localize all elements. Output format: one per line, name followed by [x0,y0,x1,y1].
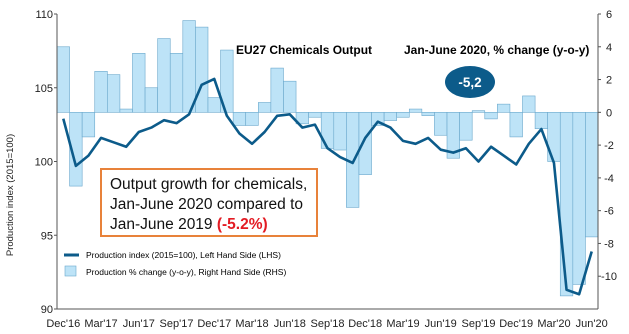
bar-Feb'20 [534,112,548,130]
chart-title: EU27 Chemicals Output [236,43,372,57]
bar-Apr'18 [257,102,272,113]
bar-May'18 [270,67,284,113]
x-tick-label: Dec'18 [348,318,382,330]
right-tick-label: -6 [604,206,614,218]
bar-Jun'18 [283,80,297,113]
x-tick-label: Sep'19 [462,318,496,330]
bar-Nov'19 [497,103,511,113]
annotation-line-3-text: Jan-June 2019 [110,216,217,233]
x-tick-label: Mar'17 [84,318,117,330]
bar-Oct'17 [182,20,196,113]
bar-May'17 [119,108,133,113]
bar-Sep'18 [320,112,335,149]
legend: Production index (2015=100), Left Hand S… [64,250,286,277]
right-tick-label: -4 [604,173,614,185]
legend-entry-change: Production % change (y-o-y), Right Hand … [86,267,286,277]
bar-Mar'18 [245,112,259,126]
bar-Aug'17 [157,38,171,113]
annotation-box: Output growth for chemicals, Jan-June 20… [100,168,318,237]
bar-Dec'16 [56,46,70,113]
right-tick-label: 6 [606,9,612,21]
legend-entry-index: Production index (2015=100), Left Hand S… [86,250,281,260]
bar-Jul'18 [295,112,309,125]
tick-labels: 110 105 100 95 90 6 4 2 0 -2 -4 -6 -8 -10 Dec'16 Mar'17… [35,9,617,330]
bar-Sep'19 [471,110,486,113]
x-tick-label: Mar'19 [386,318,419,330]
right-tick-label: 0 [606,107,612,119]
bar-Dec'18 [358,112,372,175]
bar-Apr'20 [559,112,574,297]
bar-May'20 [572,112,586,285]
right-tick-label: 4 [606,42,612,54]
x-tick-label: Jun'20 [576,318,608,330]
annotation-line-2: Jan-June 2020 compared to [110,196,304,213]
x-tick-label: Dec'19 [499,318,533,330]
bar-Sep'17 [169,53,184,113]
bar-Jun'17 [132,53,146,113]
badge-value: -5,2 [458,75,481,90]
bar-Feb'17 [81,112,96,138]
left-tick-label: 110 [35,9,53,21]
bar-Jul'17 [144,87,158,113]
x-tick-label: Jun'18 [274,318,306,330]
right-tick-label: -8 [604,238,614,250]
bar-Jan'17 [69,112,83,187]
x-tick-label: Dec'17 [197,318,231,330]
bar-Oct'18 [333,112,347,151]
left-tick-label: 90 [41,304,53,316]
bar-Jun'20 [585,112,599,238]
annotation-line-1: Output growth for chemicals, [110,176,308,193]
bar-Mar'17 [94,71,108,113]
right-tick-label: 2 [606,75,612,87]
chart-subtitle: Jan-June 2020, % change (y-o-y) [404,43,589,57]
bar-Feb'18 [232,112,247,126]
right-tick-label: -10 [601,271,617,283]
axes [54,13,601,310]
bar-Jun'19 [434,112,448,136]
annotation-line-3: Jan-June 2019 (-5.2%) [110,215,308,235]
x-tick-label: Mar'20 [537,318,570,330]
bar-Apr'17 [107,74,121,113]
bar-Nov'17 [195,26,209,113]
bar-Aug'18 [308,112,322,118]
right-tick-label: -2 [604,140,614,152]
y-axis-title: Production index (2015=100) [5,134,16,256]
bar-Feb'19 [383,112,397,121]
annotation-highlight: (-5.2%) [216,216,268,233]
x-tick-label: Sep'18 [311,318,345,330]
bar-Jan'20 [522,95,536,113]
bar-Mar'19 [396,112,410,118]
x-tick-label: Jun'17 [123,318,155,330]
left-tick-label: 105 [35,83,53,95]
left-tick-label: 95 [41,230,53,242]
x-tick-label: Sep'17 [160,318,194,330]
bar-Dec'17 [207,97,221,113]
line-series-production-index [62,77,593,296]
bar-Apr'19 [408,108,423,113]
x-tick-label: Mar'18 [235,318,268,330]
bar-Dec'19 [509,112,523,138]
legend-bar-swatch [64,265,77,277]
bar-Aug'19 [459,112,473,141]
badge-ellipse [445,66,495,98]
x-tick-label: Jun'19 [425,318,457,330]
left-tick-label: 100 [35,157,53,169]
bar-May'19 [421,112,435,116]
bar-Oct'19 [484,112,498,120]
x-tick-label: Dec'16 [46,318,80,330]
